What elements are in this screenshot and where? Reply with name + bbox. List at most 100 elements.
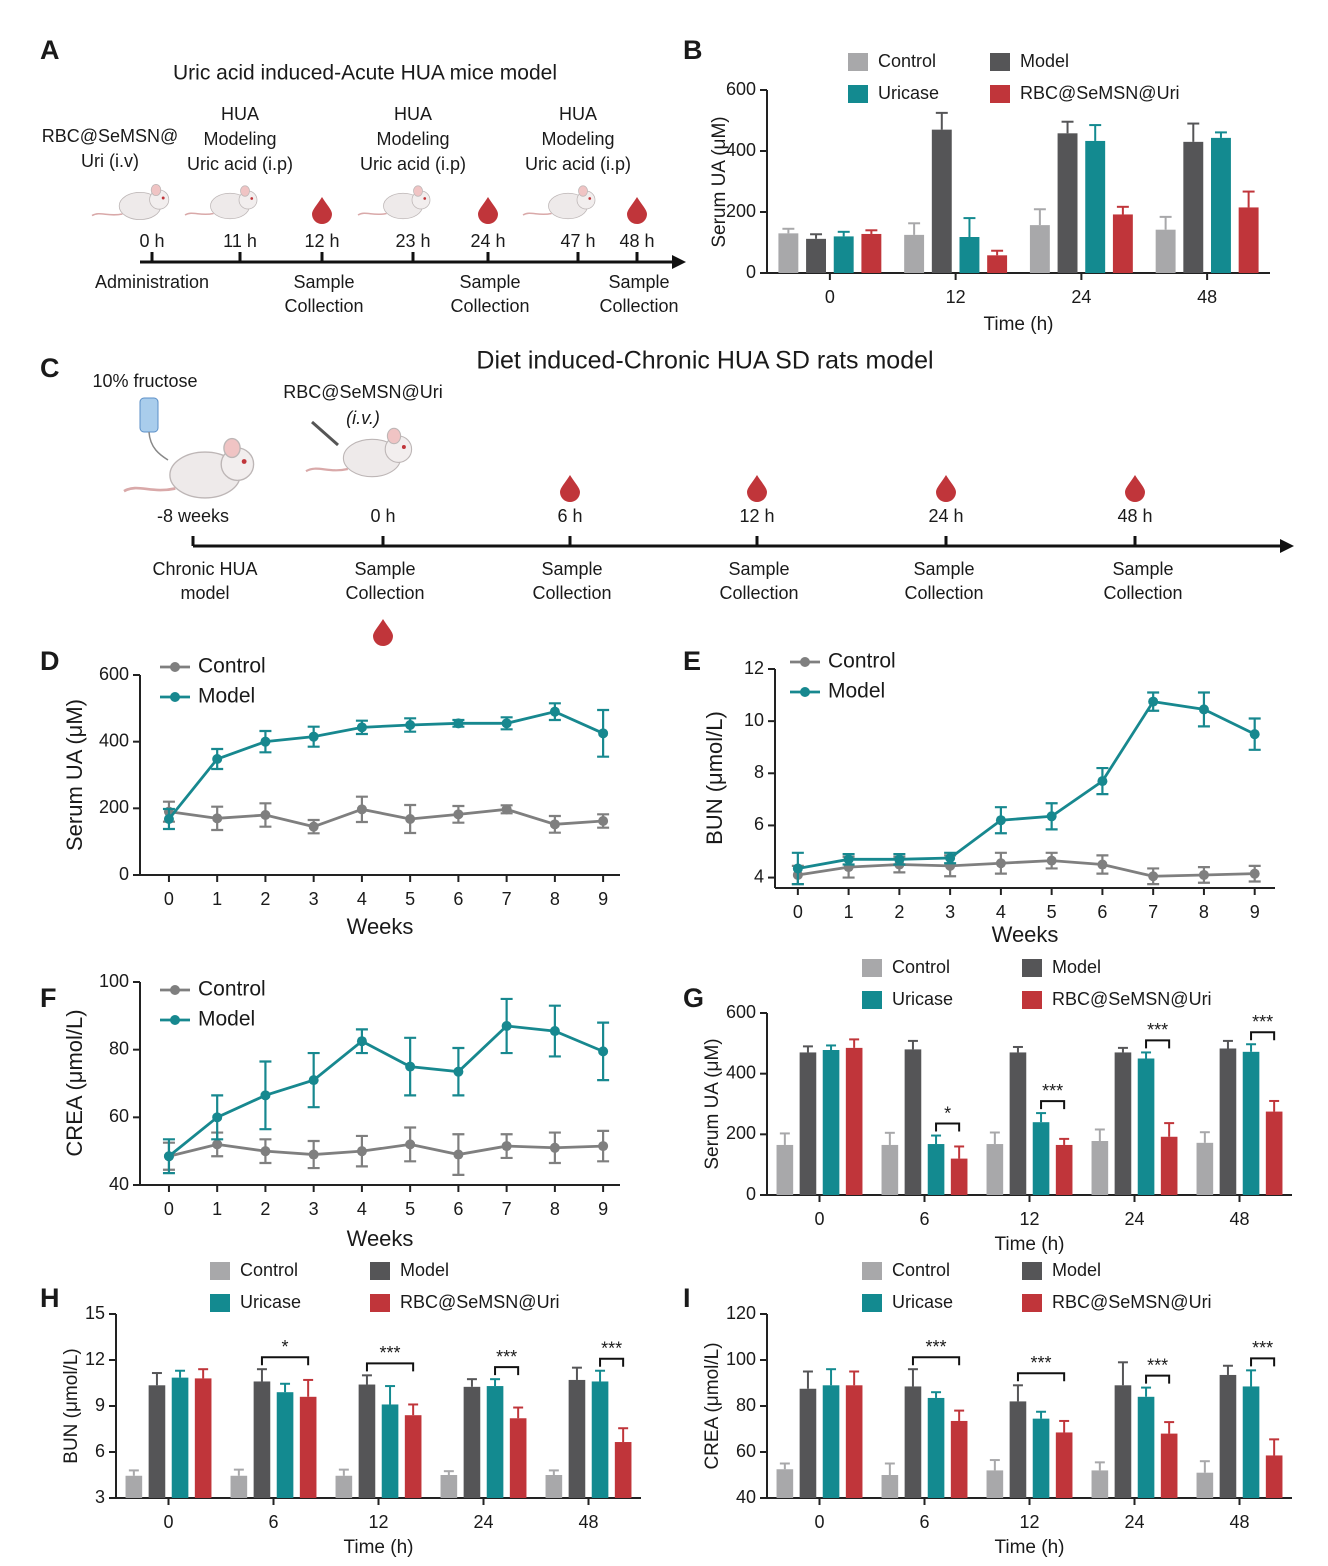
point — [502, 804, 512, 814]
point — [405, 1139, 415, 1149]
bar — [846, 1048, 863, 1195]
y-axis-label: BUN (μmol/L) — [702, 711, 727, 845]
bar — [1138, 1397, 1155, 1498]
figure: A Uric acid induced-Acute HUA mice model… — [0, 0, 1328, 1561]
x-tick-label: 6 — [453, 1199, 463, 1219]
bar — [277, 1392, 294, 1498]
y-tick-label: 9 — [95, 1395, 105, 1415]
x-tick-label: 0 — [825, 287, 835, 307]
bar — [932, 130, 952, 273]
x-tick-label: 12 — [946, 287, 966, 307]
step-label: (i.v.) — [346, 408, 380, 428]
y-tick-label: 60 — [736, 1441, 756, 1461]
legend-marker — [170, 662, 180, 672]
step-label: RBC@SeMSN@Uri — [283, 382, 443, 402]
bar — [1156, 230, 1176, 273]
bar — [1056, 1432, 1073, 1498]
step-label: Chronic HUA — [152, 559, 257, 579]
bar — [1010, 1052, 1027, 1195]
x-tick-label: 12 — [1019, 1512, 1039, 1532]
y-tick-label: 100 — [99, 971, 129, 991]
x-tick-label: 0 — [814, 1512, 824, 1532]
x-tick-label: 5 — [1047, 902, 1057, 922]
point — [1148, 697, 1158, 707]
point — [260, 810, 270, 820]
legend-swatch — [862, 1262, 882, 1280]
bar — [359, 1385, 376, 1498]
step-label: 10% fructose — [92, 371, 197, 391]
bar — [1138, 1059, 1155, 1196]
x-tick-label: 1 — [212, 1199, 222, 1219]
significance-label: *** — [1042, 1081, 1063, 1101]
legend-swatch — [990, 53, 1010, 71]
significance-label: *** — [1031, 1353, 1052, 1373]
x-tick-label: 0 — [164, 1199, 174, 1219]
point — [550, 1026, 560, 1036]
point — [1250, 729, 1260, 739]
bar — [1183, 142, 1203, 273]
mouse-eye — [423, 197, 426, 200]
step-label: Modeling — [203, 129, 276, 149]
x-axis-label: Time (h) — [994, 1537, 1064, 1558]
bar — [777, 1145, 794, 1195]
step-label: Collection — [532, 583, 611, 603]
point — [212, 813, 222, 823]
y-tick-label: 4 — [754, 866, 764, 886]
point — [164, 814, 174, 824]
point — [502, 1141, 512, 1151]
bar — [464, 1387, 481, 1498]
bar — [1056, 1145, 1073, 1195]
x-axis-label: Weeks — [347, 914, 414, 939]
bar — [1092, 1141, 1109, 1195]
panel-letter: A — [40, 35, 60, 65]
bar — [1243, 1052, 1260, 1195]
point — [550, 1143, 560, 1153]
bar — [195, 1378, 212, 1498]
legend-swatch — [1022, 991, 1042, 1009]
legend-swatch — [848, 85, 868, 103]
point — [260, 737, 270, 747]
legend-marker — [800, 687, 810, 697]
x-tick-label: 0 — [814, 1209, 824, 1229]
step-label: Uric acid (i.p) — [187, 154, 293, 174]
significance-label: *** — [601, 1338, 622, 1358]
x-tick-label: 8 — [550, 889, 560, 909]
step-label: Administration — [95, 272, 209, 292]
panel-letter: D — [40, 646, 60, 676]
bar — [905, 1386, 922, 1498]
bar — [441, 1475, 458, 1498]
significance-label: *** — [1147, 1020, 1168, 1040]
y-tick-label: 200 — [726, 201, 756, 221]
step-label: model — [180, 583, 229, 603]
bar — [1197, 1143, 1214, 1195]
step-label: Collection — [284, 296, 363, 316]
y-tick-label: 60 — [109, 1106, 129, 1126]
legend-label: Control — [198, 655, 266, 678]
legend-label: Model — [828, 680, 885, 703]
mouse-ear — [224, 439, 240, 458]
x-tick-label: 9 — [598, 1199, 608, 1219]
step-label: HUA — [559, 104, 597, 124]
mouse-ear — [414, 186, 423, 197]
bar — [800, 1389, 817, 1498]
bar — [1266, 1455, 1283, 1498]
bar — [254, 1381, 271, 1498]
point — [405, 814, 415, 824]
x-tick-label: 5 — [405, 889, 415, 909]
panel-letter: B — [683, 35, 703, 65]
step-label: Collection — [1103, 583, 1182, 603]
bar — [615, 1442, 632, 1498]
y-tick-label: 100 — [726, 1349, 756, 1369]
point — [1199, 704, 1209, 714]
bar — [959, 237, 979, 273]
legend-swatch — [1022, 1294, 1042, 1312]
x-axis-label: Weeks — [992, 922, 1059, 947]
significance-label: *** — [380, 1343, 401, 1363]
x-tick-label: 24 — [473, 1512, 493, 1532]
y-tick-label: 6 — [95, 1441, 105, 1461]
bar — [1161, 1137, 1178, 1195]
legend-marker — [170, 985, 180, 995]
time-label: 24 h — [928, 506, 963, 526]
bar — [126, 1476, 143, 1498]
point — [550, 707, 560, 717]
